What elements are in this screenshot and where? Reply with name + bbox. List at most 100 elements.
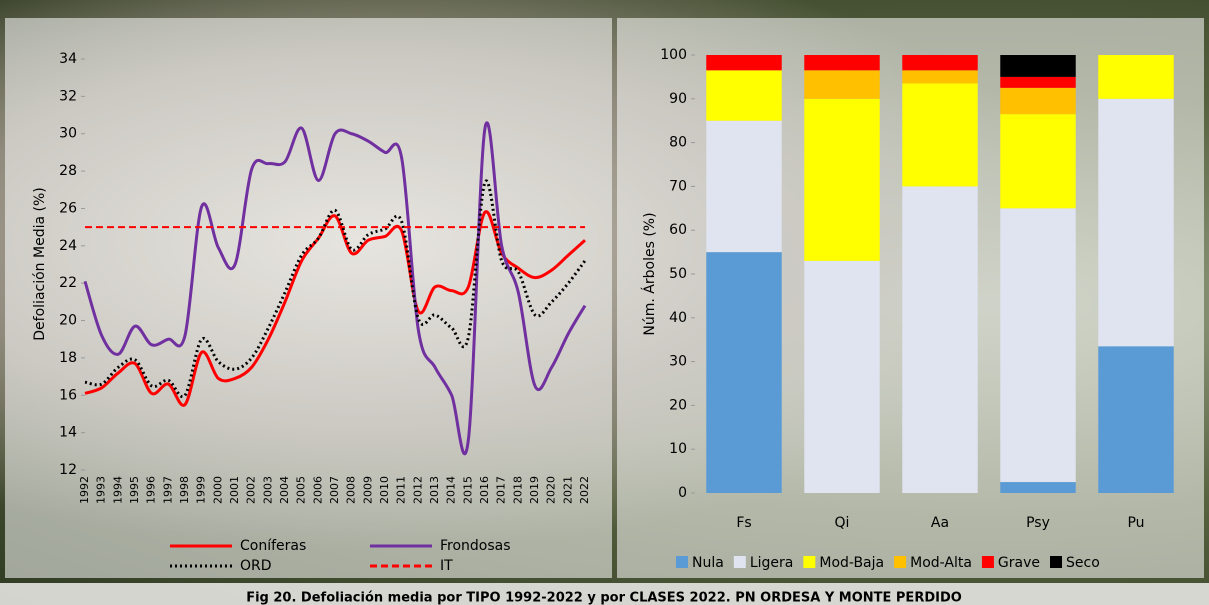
bar-segment bbox=[902, 186, 978, 493]
x-tick-label: 1999 bbox=[195, 476, 208, 504]
bar-segment bbox=[902, 55, 978, 71]
legend-label: Ligera bbox=[750, 555, 794, 571]
x-tick-label: Fs bbox=[736, 515, 751, 531]
y-tick-label: 80 bbox=[669, 135, 687, 151]
x-tick-label: 2001 bbox=[228, 476, 241, 504]
bar-segment bbox=[1000, 76, 1076, 88]
legend-label: ORD bbox=[240, 558, 272, 574]
bar-segment bbox=[1000, 208, 1076, 483]
legend-label: IT bbox=[440, 558, 453, 574]
bar-segment bbox=[1098, 55, 1174, 99]
legend-label: Mod-Baja bbox=[819, 555, 884, 571]
y-tick-label: 30 bbox=[669, 354, 687, 370]
caption-bar bbox=[0, 583, 1209, 605]
legend-swatch bbox=[803, 556, 816, 568]
x-tick-label: 2000 bbox=[211, 476, 224, 504]
y-tick-label: 10 bbox=[669, 441, 687, 457]
x-tick-label: Pu bbox=[1127, 515, 1144, 531]
legend-swatch bbox=[733, 556, 746, 568]
y-tick-label: 16 bbox=[59, 387, 77, 403]
bar-segment bbox=[706, 252, 782, 493]
x-tick-label: 1995 bbox=[128, 476, 141, 504]
caption: Fig 20. Defoliación media por TIPO 1992-… bbox=[246, 591, 962, 605]
x-tick-label: 1994 bbox=[111, 476, 124, 504]
bar-segment bbox=[804, 70, 880, 99]
legend-swatch bbox=[894, 556, 907, 568]
bar-segment bbox=[706, 70, 782, 121]
x-tick-label: 2015 bbox=[461, 476, 474, 504]
bar-segment bbox=[804, 260, 880, 493]
bar-segment bbox=[804, 55, 880, 71]
y-tick-label: 20 bbox=[669, 397, 687, 413]
legend-label: Grave bbox=[998, 555, 1040, 571]
line-series bbox=[84, 210, 587, 407]
x-tick-label: 2007 bbox=[328, 476, 341, 504]
y-axis-label: Núm. Árboles (%) bbox=[641, 212, 658, 335]
y-tick-label: 100 bbox=[660, 47, 687, 63]
bar-segment bbox=[902, 83, 978, 187]
x-tick-label: 2002 bbox=[245, 476, 258, 504]
y-tick-label: 32 bbox=[59, 88, 77, 104]
bar-segment bbox=[706, 120, 782, 253]
bar-segment bbox=[1000, 114, 1076, 209]
x-tick-label: 2010 bbox=[378, 476, 391, 504]
x-tick-label: 1993 bbox=[95, 476, 108, 504]
legend-label: Nula bbox=[692, 555, 724, 571]
x-tick-label: 2018 bbox=[511, 476, 524, 504]
y-tick-label: 30 bbox=[59, 126, 77, 142]
y-tick-label: 14 bbox=[59, 425, 77, 441]
y-tick-label: 50 bbox=[669, 266, 687, 282]
y-axis-label: Defoliación Media (%) bbox=[32, 187, 48, 340]
x-tick-label: 2013 bbox=[428, 476, 441, 504]
x-tick-label: Qi bbox=[835, 515, 850, 531]
x-tick-label: Psy bbox=[1026, 515, 1050, 531]
x-tick-label: 2003 bbox=[261, 476, 274, 504]
x-tick-label: 1998 bbox=[178, 476, 191, 504]
bar-segment bbox=[1000, 87, 1076, 115]
y-tick-label: 24 bbox=[59, 238, 77, 254]
legend-label: Mod-Alta bbox=[910, 555, 972, 571]
y-tick-label: 90 bbox=[669, 91, 687, 107]
x-tick-label: 2017 bbox=[495, 476, 508, 504]
x-tick-label: Aa bbox=[931, 515, 949, 531]
y-tick-label: 12 bbox=[59, 462, 77, 478]
legend-label: Seco bbox=[1066, 555, 1100, 571]
y-tick-label: 28 bbox=[59, 163, 77, 179]
bar-segment bbox=[804, 98, 880, 261]
x-tick-label: 2012 bbox=[411, 476, 424, 504]
bar-segment bbox=[902, 70, 978, 84]
x-tick-label: 2016 bbox=[478, 476, 491, 504]
y-tick-label: 18 bbox=[59, 350, 77, 366]
line-series bbox=[83, 121, 587, 456]
x-tick-label: 2006 bbox=[311, 476, 324, 504]
x-tick-label: 2005 bbox=[295, 476, 308, 504]
y-tick-label: 60 bbox=[669, 222, 687, 238]
y-tick-label: 70 bbox=[669, 178, 687, 194]
y-tick-label: 22 bbox=[59, 275, 77, 291]
x-tick-label: 2020 bbox=[545, 476, 558, 504]
x-tick-label: 2019 bbox=[528, 476, 541, 504]
x-tick-label: 2004 bbox=[278, 476, 291, 504]
y-tick-label: 40 bbox=[669, 310, 687, 326]
x-tick-label: 1997 bbox=[161, 476, 174, 504]
legend-swatch bbox=[981, 556, 994, 568]
bar-segment bbox=[1000, 482, 1076, 493]
x-tick-label: 2022 bbox=[578, 476, 591, 504]
bar-segment bbox=[706, 55, 782, 71]
x-tick-label: 2014 bbox=[445, 476, 458, 504]
y-tick-label: 0 bbox=[678, 485, 687, 501]
bar-segment bbox=[1000, 55, 1076, 77]
x-tick-label: 1992 bbox=[78, 476, 91, 504]
line-series bbox=[84, 179, 587, 399]
bar-segment bbox=[1098, 346, 1174, 493]
legend-label: Coníferas bbox=[240, 538, 306, 554]
y-tick-label: 34 bbox=[59, 51, 77, 67]
x-tick-label: 2011 bbox=[395, 476, 408, 504]
x-tick-label: 2021 bbox=[561, 476, 574, 504]
y-tick-label: 20 bbox=[59, 313, 77, 329]
legend-swatch bbox=[676, 556, 688, 568]
bar-segment bbox=[1098, 98, 1174, 347]
x-tick-label: 2008 bbox=[345, 476, 358, 504]
x-tick-label: 2009 bbox=[361, 476, 374, 504]
